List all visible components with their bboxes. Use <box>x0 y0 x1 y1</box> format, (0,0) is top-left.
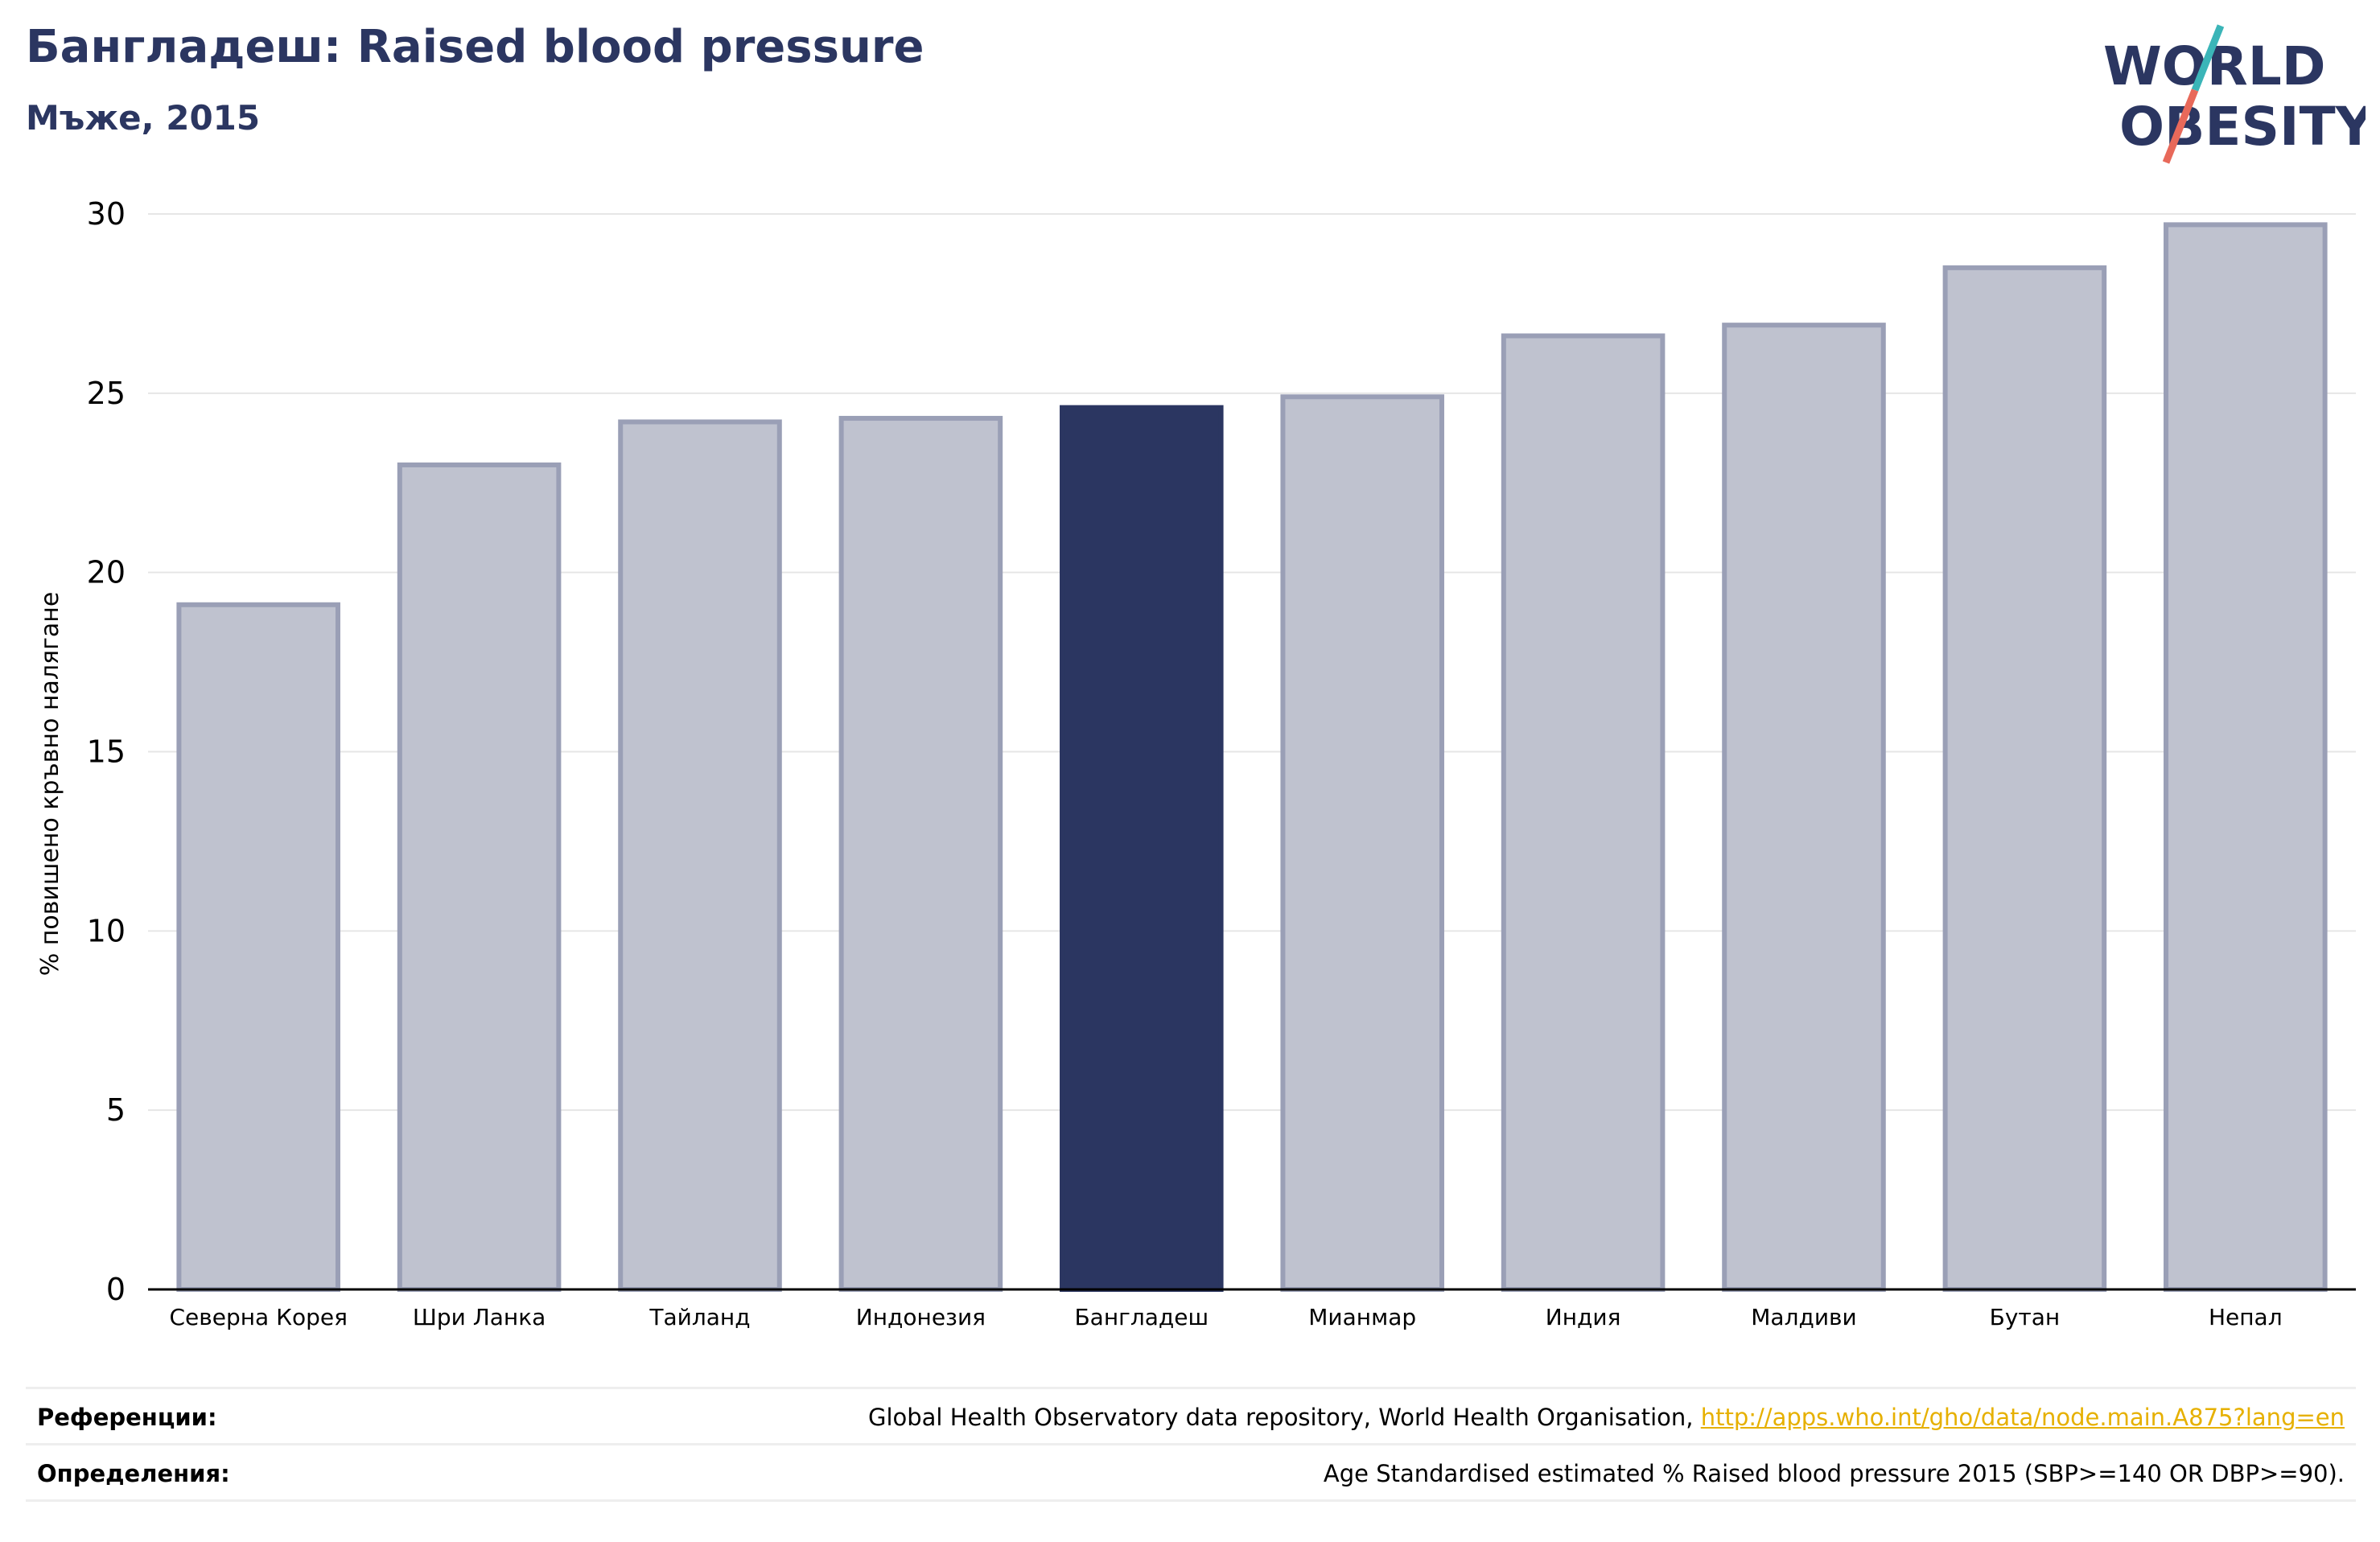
x-tick-label: Северна Корея <box>169 1304 348 1330</box>
references-label: Референции: <box>37 1404 217 1431</box>
definitions-text: Age Standardised estimated % Raised bloo… <box>1323 1460 2345 1487</box>
bar-8 <box>1722 323 1886 1293</box>
references-link[interactable]: http://apps.who.int/gho/data/node.main.A… <box>1700 1404 2345 1431</box>
definitions-row: Определения: Age Standardised estimated … <box>26 1443 2356 1502</box>
y-tick-label: 20 <box>87 555 126 590</box>
page-title: Бангладеш: Raised blood pressure <box>26 21 924 73</box>
bar-2 <box>397 462 562 1292</box>
y-axis-label: % повишено кръвно налягане <box>36 592 64 977</box>
bar-6 <box>1280 394 1444 1292</box>
x-axis-labels: Северна Корея Шри Ланка Тайланд Индонезия Ба… <box>169 1304 2282 1330</box>
x-tick-label: Индонезия <box>856 1304 986 1330</box>
y-tick-label: 30 <box>87 196 126 232</box>
y-tick-label: 5 <box>106 1092 126 1128</box>
x-tick-label: Шри Ланка <box>413 1304 546 1330</box>
definitions-label: Определения: <box>37 1460 230 1487</box>
logo-slash-top <box>2191 24 2225 92</box>
bar-1 <box>176 602 340 1292</box>
bar-9 <box>1942 265 2107 1293</box>
y-tick-label: 15 <box>87 734 126 770</box>
bar-7 <box>1501 333 1666 1293</box>
footer-divider <box>26 1499 2356 1502</box>
x-tick-label: Непал <box>2209 1304 2283 1330</box>
references-row: Референции: Global Health Observatory da… <box>26 1387 2356 1445</box>
x-tick-label: Бангладеш <box>1074 1304 1209 1330</box>
bar-4 <box>838 416 1003 1292</box>
bar-chart: 0 5 10 15 20 25 30 Северна Корея Шри Ланка Тайла… <box>36 196 2356 1330</box>
bar-5 <box>1060 405 1224 1292</box>
x-tick-label: Бутан <box>1990 1304 2061 1330</box>
bars <box>176 222 2328 1293</box>
page-subtitle: Мъже, 2015 <box>26 98 261 138</box>
references-text: Global Health Observatory data repositor… <box>867 1404 1694 1431</box>
logo-text-obesity: OBESITY <box>2119 96 2366 158</box>
y-tick-label: 25 <box>87 376 126 411</box>
x-tick-label: Индия <box>1546 1304 1621 1330</box>
references-value: Global Health Observatory data repositor… <box>868 1404 2356 1431</box>
x-tick-label: Тайланд <box>649 1304 750 1330</box>
y-axis-ticks: 0 5 10 15 20 25 30 <box>87 196 126 1307</box>
x-tick-label: Малдиви <box>1751 1304 1856 1330</box>
y-tick-label: 10 <box>87 913 126 948</box>
bar-10 <box>2164 222 2328 1292</box>
logo-slash-bottom <box>2162 88 2199 164</box>
world-obesity-logo: WORLD OBESITY <box>2103 24 2366 164</box>
bar-3 <box>618 419 782 1292</box>
x-tick-label: Мианмар <box>1308 1304 1416 1330</box>
y-tick-label: 0 <box>106 1272 126 1307</box>
